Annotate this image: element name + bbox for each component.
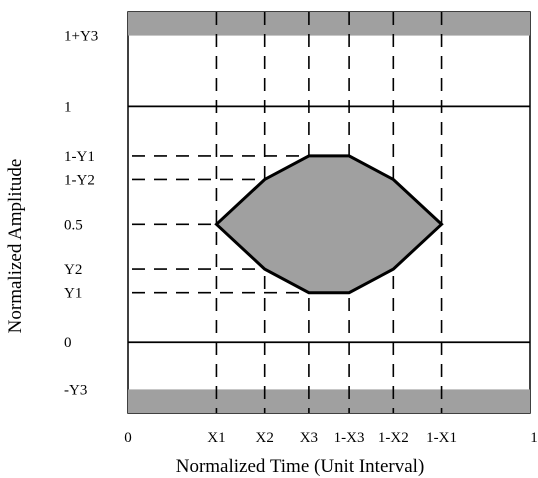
y-tick-label: 0.5 [64, 217, 83, 233]
x-tick-label: X1 [207, 430, 225, 446]
x-tick-label: 0 [124, 430, 132, 446]
x-tick-label: X2 [256, 430, 274, 446]
center-mask-hexagon [214, 154, 444, 295]
y-tick-label: 1-Y2 [64, 172, 95, 188]
y-tick-label: 1+Y3 [64, 29, 98, 45]
x-tick-label: 1 [530, 430, 538, 446]
x-tick-labels: 0 X1 X2 X3 1-X3 1-X2 1-X1 1 [124, 430, 538, 446]
y-tick-label: Y2 [64, 262, 82, 278]
y-tick-label: Y1 [64, 286, 82, 302]
y-tick-label: -Y3 [64, 382, 87, 398]
y-axis-title: Normalized Amplitude [5, 159, 26, 334]
x-tick-label: 1-X1 [426, 430, 457, 446]
bottom-mask-region [128, 389, 530, 413]
top-mask-region [128, 12, 530, 36]
x-tick-label: X3 [300, 430, 318, 446]
x-tick-label: 1-X2 [378, 430, 409, 446]
x-tick-label: 1-X3 [334, 430, 365, 446]
x-axis-title: Normalized Time (Unit Interval) [176, 456, 425, 477]
y-tick-label: 1-Y1 [64, 149, 95, 165]
y-tick-labels: 1+Y3 1 1-Y1 1-Y2 0.5 Y2 Y1 0 -Y3 [64, 29, 98, 399]
y-tick-label: 0 [64, 335, 72, 351]
y-tick-label: 1 [64, 99, 72, 115]
